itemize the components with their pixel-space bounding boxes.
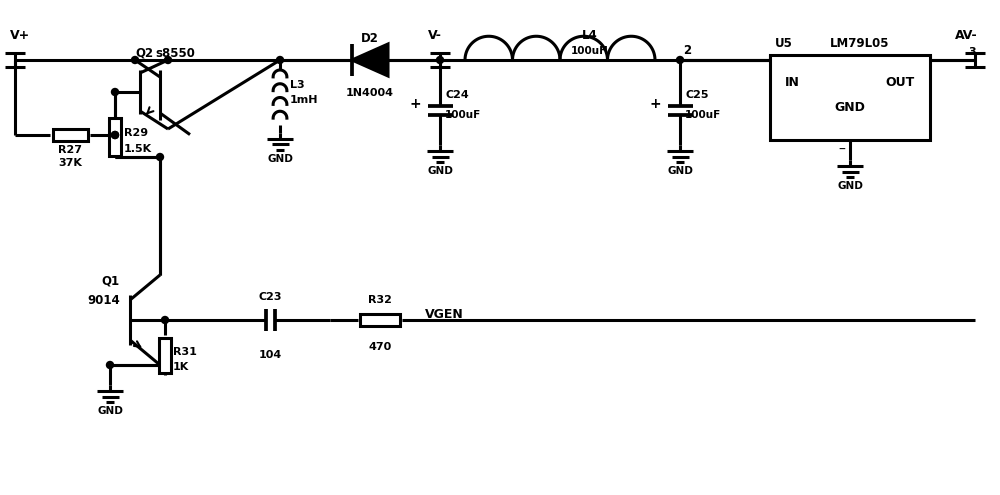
Circle shape	[276, 56, 284, 63]
Text: 9014: 9014	[87, 294, 120, 307]
Text: 3: 3	[968, 47, 976, 57]
Text: R29: R29	[124, 128, 148, 138]
Text: R32: R32	[368, 295, 392, 305]
Text: VGEN: VGEN	[425, 307, 464, 320]
Circle shape	[112, 132, 119, 139]
Text: +: +	[650, 98, 662, 111]
Text: L3: L3	[290, 80, 305, 90]
Text: 470: 470	[368, 342, 392, 352]
Text: Q1: Q1	[102, 274, 120, 287]
Text: OUT: OUT	[886, 76, 915, 89]
Text: 104: 104	[258, 350, 282, 360]
Circle shape	[436, 56, 444, 63]
Text: +: +	[410, 98, 422, 111]
Text: 37K: 37K	[58, 158, 82, 168]
Bar	[52, 129, 88, 141]
Text: 1K: 1K	[173, 362, 189, 372]
Text: 100uF: 100uF	[685, 110, 721, 120]
Text: 2: 2	[683, 44, 691, 57]
Text: 1.5K: 1.5K	[124, 144, 152, 154]
Text: 1N4004: 1N4004	[346, 88, 394, 98]
Text: L4: L4	[582, 29, 598, 42]
Text: GND: GND	[97, 406, 123, 416]
Text: GND: GND	[267, 154, 293, 164]
Text: IN: IN	[785, 76, 800, 89]
Circle shape	[162, 316, 168, 324]
Circle shape	[132, 56, 138, 63]
Text: Q2: Q2	[135, 47, 153, 60]
Bar	[109, 118, 121, 156]
Text: V+: V+	[10, 29, 30, 42]
Text: 100uF: 100uF	[445, 110, 481, 120]
Text: AV-: AV-	[955, 29, 978, 42]
Circle shape	[156, 153, 164, 160]
Text: C23: C23	[258, 292, 282, 302]
Text: R31: R31	[173, 347, 197, 357]
Circle shape	[112, 89, 119, 96]
Text: GND: GND	[427, 166, 453, 176]
Text: C25: C25	[685, 90, 708, 100]
Text: GND: GND	[667, 166, 693, 176]
Text: GND: GND	[835, 101, 865, 114]
Text: 1mH: 1mH	[290, 95, 318, 105]
Circle shape	[106, 361, 114, 368]
Text: s8550: s8550	[155, 47, 195, 60]
Bar	[360, 314, 400, 326]
Circle shape	[112, 132, 119, 139]
Circle shape	[676, 56, 684, 63]
Text: U5: U5	[775, 37, 793, 50]
Text: V-: V-	[428, 29, 442, 42]
Text: 100uH: 100uH	[571, 46, 609, 56]
Bar	[770, 55, 930, 140]
Text: C24: C24	[445, 90, 469, 100]
Text: GND: GND	[837, 181, 863, 191]
Bar	[159, 338, 171, 373]
Text: D2: D2	[361, 32, 379, 45]
Text: R27: R27	[58, 145, 82, 155]
Text: LM79L05: LM79L05	[830, 37, 890, 50]
Polygon shape	[352, 44, 388, 76]
Circle shape	[164, 56, 172, 63]
Text: –: –	[839, 143, 845, 157]
